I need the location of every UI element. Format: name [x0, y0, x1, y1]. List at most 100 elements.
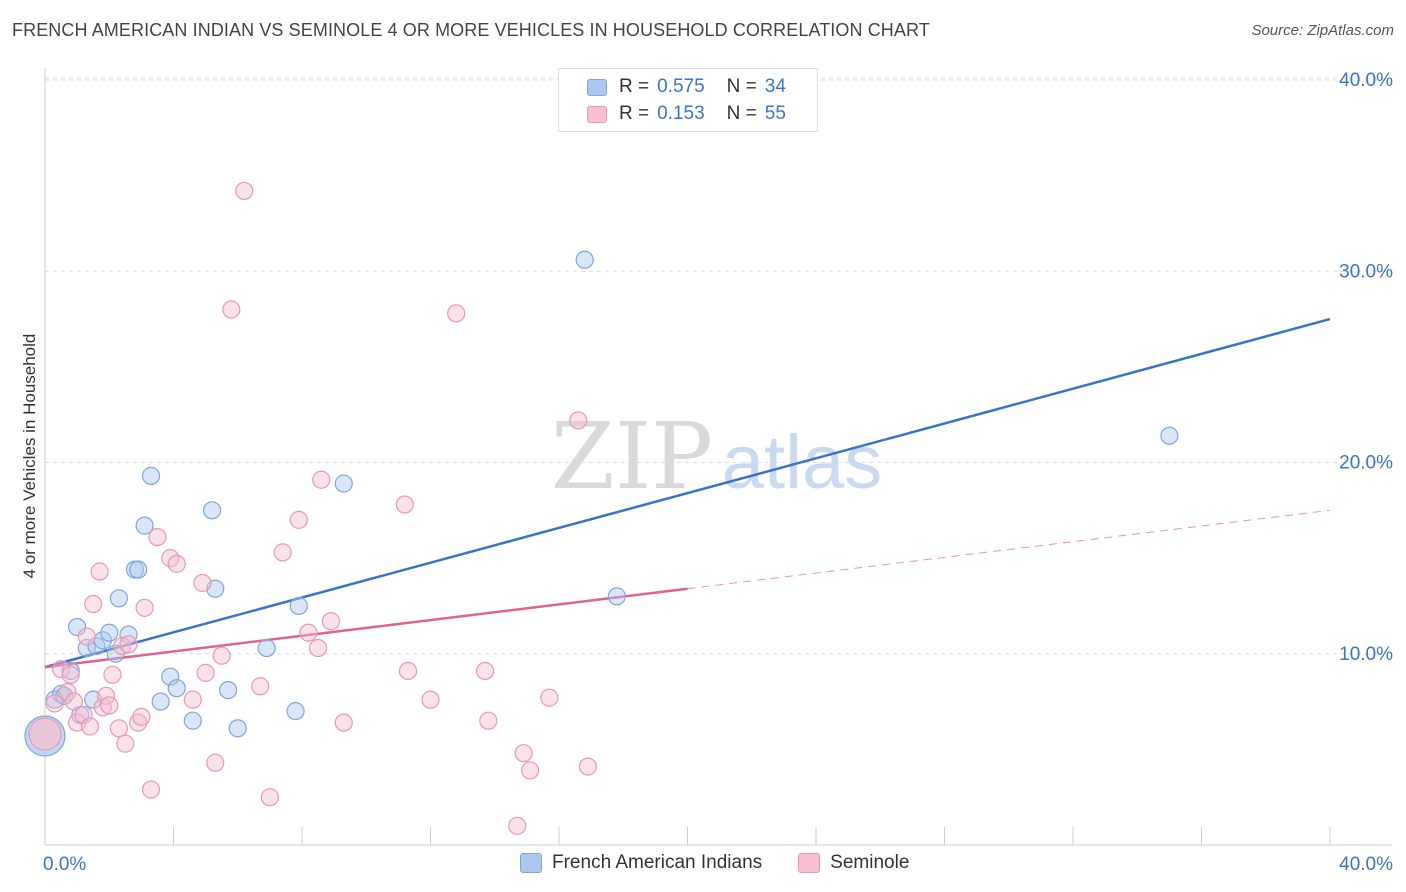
- point-french-american-indians: [161, 667, 180, 686]
- point-seminole: [183, 690, 202, 709]
- r-value: 0.575: [657, 76, 705, 97]
- y-tick-label: 20.0%: [1339, 453, 1393, 474]
- point-seminole: [395, 495, 414, 514]
- point-seminole: [45, 694, 64, 713]
- point-seminole: [84, 594, 103, 614]
- point-seminole: [312, 470, 331, 489]
- point-seminole: [80, 717, 100, 736]
- point-seminole: [334, 713, 353, 732]
- point-french-american-indians: [1160, 426, 1179, 445]
- point-french-american-indians: [289, 596, 308, 616]
- point-seminole: [540, 688, 559, 707]
- legend-swatch-pink: [587, 105, 607, 123]
- point-seminole: [398, 661, 418, 681]
- n-label: N =: [726, 76, 757, 97]
- legend-swatch-blue: [520, 853, 542, 873]
- r-label: R =: [619, 76, 650, 97]
- x-tick-label-left: 0.0%: [43, 854, 86, 875]
- point-seminole: [103, 665, 122, 684]
- point-seminole: [289, 510, 308, 529]
- point-seminole: [167, 554, 186, 573]
- point-seminole: [206, 753, 225, 772]
- tick-labels: 10.0% 20.0% 30.0% 40.0% 0.0% 40.0%: [43, 70, 1393, 875]
- y-tick-label: 30.0%: [1339, 261, 1393, 282]
- point-french-american-indians: [286, 702, 305, 721]
- point-seminole: [64, 692, 84, 711]
- point-french-american-indians: [607, 587, 626, 606]
- point-seminole: [135, 598, 154, 617]
- point-seminole: [28, 717, 62, 751]
- point-french-american-indians: [334, 474, 353, 493]
- y-tick-label: 10.0%: [1339, 644, 1393, 665]
- point-seminole: [273, 543, 292, 562]
- point-french-american-indians: [68, 617, 87, 637]
- r-value: 0.153: [657, 103, 705, 124]
- grid-lines: [45, 77, 1392, 655]
- point-seminole: [235, 181, 254, 201]
- point-seminole: [212, 646, 231, 665]
- watermark: ZIP atlas: [551, 403, 882, 510]
- r-label: R =: [619, 103, 650, 124]
- series-legend: French American Indians Seminole: [520, 852, 945, 874]
- point-seminole: [100, 696, 119, 715]
- point-seminole: [196, 663, 215, 682]
- point-seminole: [569, 411, 588, 430]
- point-seminole: [93, 698, 112, 717]
- point-seminole: [578, 757, 598, 776]
- point-seminole: [141, 780, 161, 799]
- point-french-american-indians: [151, 692, 170, 711]
- point-seminole: [476, 661, 495, 681]
- y-axis-label: 4 or more Vehicles in Household: [20, 333, 39, 579]
- x-tick-label-right: 40.0%: [1339, 854, 1393, 875]
- point-seminole: [222, 300, 241, 319]
- point-seminole: [421, 690, 440, 709]
- point-french-american-indians: [202, 501, 222, 520]
- legend-item-seminole: Seminole: [798, 852, 909, 874]
- legend-label: French American Indians: [552, 852, 763, 873]
- point-french-american-indians: [100, 623, 119, 642]
- point-french-american-indians: [228, 719, 247, 738]
- point-seminole: [109, 719, 128, 738]
- data-points: [24, 181, 1179, 835]
- legend-label: Seminole: [830, 852, 910, 873]
- point-seminole: [251, 677, 270, 696]
- point-french-american-indians: [109, 589, 128, 608]
- trend-line-seminole-extension: [687, 509, 1331, 590]
- point-seminole: [51, 659, 71, 679]
- point-seminole: [129, 713, 148, 732]
- legend-row-seminole: R = 0.153 N = 55: [587, 102, 786, 126]
- point-french-american-indians: [167, 679, 186, 698]
- point-seminole: [447, 304, 466, 323]
- point-seminole: [90, 562, 109, 581]
- point-seminole: [508, 816, 527, 835]
- point-seminole: [58, 682, 77, 702]
- point-french-american-indians: [129, 560, 148, 579]
- point-seminole: [520, 761, 540, 780]
- point-french-american-indians: [135, 516, 154, 535]
- point-seminole: [321, 612, 341, 631]
- y-tick-label: 40.0%: [1339, 70, 1393, 91]
- point-seminole: [299, 623, 318, 642]
- point-seminole: [61, 665, 80, 684]
- point-seminole: [119, 635, 138, 654]
- point-seminole: [112, 636, 132, 656]
- chart-title: FRENCH AMERICAN INDIAN VS SEMINOLE 4 OR …: [12, 20, 930, 40]
- point-seminole: [479, 711, 498, 730]
- watermark-zip: ZIP: [551, 403, 713, 510]
- point-french-american-indians: [257, 638, 276, 658]
- point-seminole: [148, 527, 167, 547]
- legend-swatch-blue: [587, 78, 607, 96]
- point-seminole: [308, 638, 328, 658]
- n-label: N =: [726, 103, 757, 124]
- point-seminole: [260, 788, 279, 807]
- correlation-legend: R = 0.575 N = 34 R = 0.153 N = 55: [558, 68, 818, 132]
- point-seminole: [116, 734, 135, 753]
- trend-line-french-american-indians: [44, 317, 1331, 669]
- point-french-american-indians: [575, 250, 594, 269]
- point-french-american-indians: [141, 466, 161, 485]
- point-seminole: [132, 707, 151, 726]
- trend-lines: [44, 317, 1331, 669]
- point-seminole: [77, 627, 96, 646]
- n-value: 34: [764, 76, 786, 97]
